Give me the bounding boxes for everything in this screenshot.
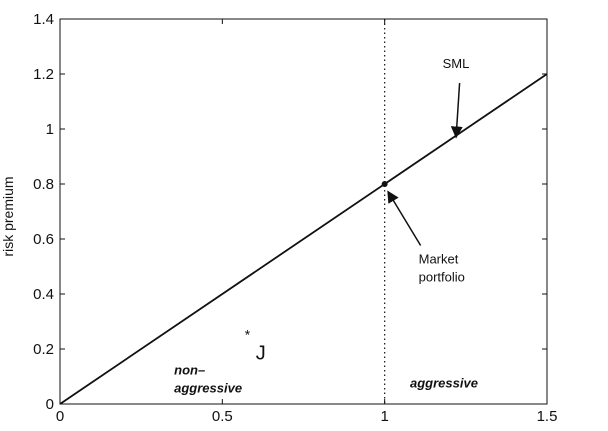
- point-j-label: J: [256, 342, 266, 364]
- sml-line: [59, 73, 548, 405]
- y-tick-label: 1.4: [33, 11, 54, 28]
- x-tick-label: 1: [380, 408, 388, 425]
- y-tick-label: 1: [46, 121, 54, 138]
- market-portfolio-point: [381, 181, 388, 187]
- tick-labels: 0 0.5 1 1.5 0 0.2 0.4 0.6 0.8 1 1.2 1.4: [33, 11, 557, 425]
- market-portfolio-arrow: [387, 190, 422, 246]
- sml-annotation: SML: [443, 56, 470, 71]
- y-axis-label: risk premium: [0, 176, 16, 256]
- x-tick-label: 0.5: [212, 408, 233, 425]
- x-tick-label: 0: [56, 408, 64, 425]
- y-tick-label: 0.8: [33, 176, 54, 193]
- point-j-marker: *: [245, 326, 251, 342]
- x-tick-label: 1.5: [537, 408, 558, 425]
- axis-ticks: [59, 18, 548, 405]
- market-annotation-line2: portfolio: [419, 270, 465, 285]
- region-non-aggressive-line1: non–: [174, 362, 205, 377]
- y-tick-label: 0: [46, 396, 54, 413]
- y-tick-label: 1.2: [33, 66, 54, 83]
- y-tick-label: 0.6: [33, 231, 54, 248]
- market-annotation-line1: Market: [419, 252, 459, 267]
- plot-frame: [59, 18, 548, 405]
- y-tick-label: 0.4: [33, 286, 54, 303]
- y-tick-label: 0.2: [33, 341, 54, 358]
- region-aggressive: aggressive: [410, 375, 478, 390]
- region-non-aggressive-line2: aggressive: [174, 380, 242, 395]
- sml-arrow: [450, 82, 463, 139]
